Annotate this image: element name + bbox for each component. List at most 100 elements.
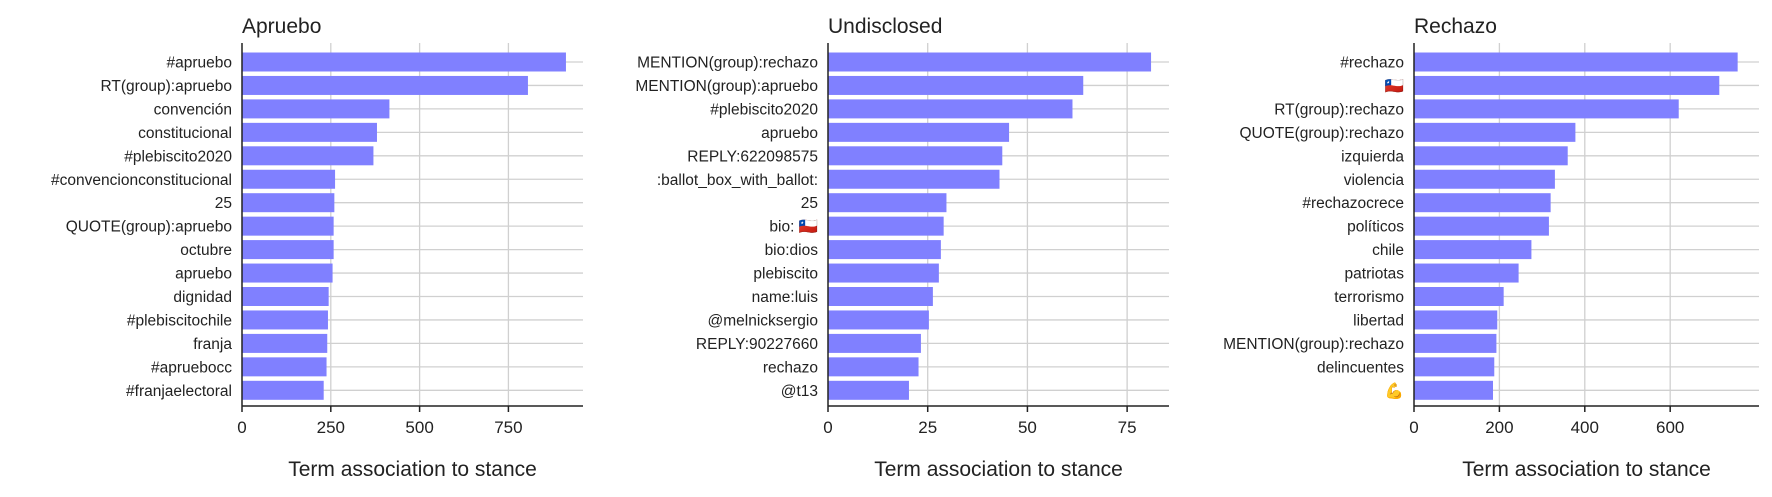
bar [1414, 193, 1551, 213]
bar [242, 75, 528, 95]
category-label: constitucional [138, 125, 232, 142]
bar [828, 216, 944, 236]
category-label: QUOTE(group):apruebo [66, 219, 232, 236]
category-label: dignidad [173, 289, 232, 306]
x-tick-label: 400 [1571, 418, 1599, 437]
chart-panel-2: #rechazo 🇨🇱 RT(group):rechazo QUOTE(group):… [1223, 15, 1759, 481]
bar [828, 99, 1073, 119]
bar [242, 263, 333, 283]
category-label: MENTION(group):apruebo [635, 78, 818, 95]
category-label: REPLY:622098575 [687, 148, 818, 165]
category-label: 25 [215, 195, 232, 212]
chart-panel-1: MENTION(group):rechazo MENTION(group):apr… [635, 15, 1169, 481]
category-label: bio: 🇨🇱 [769, 218, 818, 236]
x-tick-label: 0 [237, 418, 246, 437]
category-label: franja [193, 336, 232, 353]
x-tick-label: 750 [494, 418, 522, 437]
category-label: REPLY:90227660 [696, 336, 818, 353]
bar [828, 380, 909, 400]
bar [1414, 240, 1532, 260]
x-tick-label: 250 [317, 418, 345, 437]
category-label: apruebo [175, 266, 232, 283]
category-label: violencia [1344, 172, 1405, 189]
category-label: @melnicksergio [708, 312, 819, 329]
category-label: #convencionconstitucional [51, 172, 232, 189]
x-axis-label: Term association to stance [288, 458, 537, 481]
bar [828, 169, 1000, 189]
category-label: MENTION(group):rechazo [637, 55, 818, 72]
bar [828, 193, 947, 213]
category-label: #rechazo [1340, 55, 1404, 72]
bar [828, 122, 1010, 142]
bar [1414, 146, 1568, 166]
x-tick-label: 500 [405, 418, 433, 437]
bar [242, 216, 334, 236]
x-tick-label: 200 [1485, 418, 1513, 437]
category-label: terrorismo [1334, 289, 1404, 306]
bar [828, 240, 941, 260]
bar [828, 357, 919, 377]
x-axis-label: Term association to stance [874, 458, 1123, 481]
category-label: QUOTE(group):rechazo [1239, 125, 1404, 142]
x-tick-label: 50 [1018, 418, 1037, 437]
x-tick-label: 75 [1118, 418, 1137, 437]
bar [828, 287, 933, 306]
category-label: libertad [1353, 312, 1404, 329]
category-label: #franjaelectoral [126, 383, 232, 400]
category-label: #plebiscito2020 [710, 101, 818, 118]
category-label: rechazo [763, 359, 818, 376]
category-label: @t13 [781, 383, 818, 400]
bar [828, 146, 1003, 166]
bar [1414, 122, 1576, 142]
bar [1414, 216, 1549, 236]
bar [1414, 75, 1720, 95]
bar [242, 146, 374, 166]
x-tick-label: 25 [918, 418, 937, 437]
x-tick-label: 0 [823, 418, 832, 437]
bar [1414, 357, 1495, 377]
category-label: apruebo [761, 125, 818, 142]
bar [242, 193, 335, 213]
bar [242, 310, 328, 330]
chart-title: Undisclosed [828, 15, 942, 38]
bar [1414, 380, 1493, 400]
bar [828, 75, 1084, 95]
category-label: plebiscito [753, 266, 818, 283]
category-label: patriotas [1345, 266, 1405, 283]
bar [242, 287, 329, 306]
category-label: #rechazocrece [1302, 195, 1404, 212]
category-label: 💪 [1385, 381, 1404, 400]
bar [242, 122, 377, 142]
category-label: :ballot_box_with_ballot: [657, 172, 818, 189]
bar [242, 240, 334, 260]
bar [828, 52, 1152, 72]
bar [242, 380, 324, 400]
bar [1414, 310, 1498, 330]
category-label: #apruebocc [151, 359, 232, 376]
bar [1414, 52, 1738, 72]
category-label: convención [154, 101, 232, 118]
category-label: 25 [801, 195, 818, 212]
bar [242, 52, 566, 72]
chart-title: Apruebo [242, 15, 321, 38]
bar [1414, 99, 1679, 119]
bar [242, 333, 328, 353]
category-label: name:luis [752, 289, 819, 306]
category-label: delincuentes [1317, 359, 1404, 376]
category-label: octubre [180, 242, 232, 259]
x-tick-label: 0 [1409, 418, 1418, 437]
bar [1414, 263, 1519, 283]
category-label: #apruebo [166, 55, 232, 72]
category-label: #plebiscito2020 [124, 148, 232, 165]
chart-title: Rechazo [1414, 15, 1497, 38]
bar [242, 99, 390, 119]
x-axis-label: Term association to stance [1462, 458, 1711, 481]
bar [828, 263, 939, 283]
chart-panel-0: #apruebo RT(group):apruebo convención const… [51, 15, 583, 481]
x-tick-label: 600 [1656, 418, 1684, 437]
category-label: chile [1372, 242, 1404, 259]
category-label: bio:dios [765, 242, 819, 259]
bar [242, 169, 336, 189]
category-label: políticos [1347, 219, 1404, 236]
